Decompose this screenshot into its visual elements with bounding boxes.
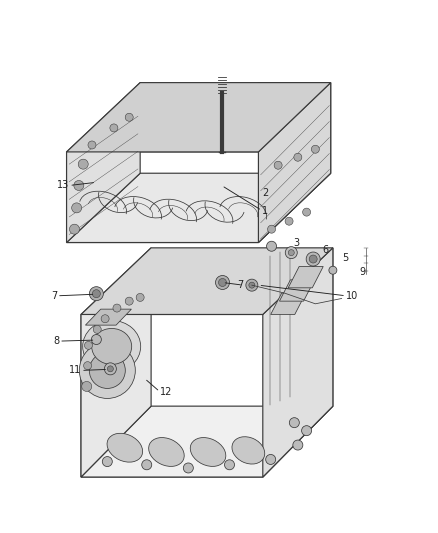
Text: 6: 6	[322, 245, 328, 255]
Polygon shape	[81, 248, 333, 477]
Circle shape	[267, 241, 276, 251]
Circle shape	[246, 279, 258, 291]
Circle shape	[70, 224, 79, 234]
Text: 12: 12	[160, 387, 172, 397]
Polygon shape	[288, 266, 323, 288]
Circle shape	[82, 382, 92, 391]
Circle shape	[303, 208, 311, 216]
Polygon shape	[67, 83, 331, 243]
Polygon shape	[263, 248, 333, 477]
Circle shape	[311, 145, 319, 154]
Polygon shape	[279, 280, 314, 301]
Polygon shape	[67, 173, 331, 243]
Circle shape	[113, 304, 121, 312]
Circle shape	[102, 457, 112, 466]
Circle shape	[215, 276, 230, 289]
Circle shape	[290, 418, 299, 427]
Text: 9: 9	[359, 267, 365, 277]
Circle shape	[72, 203, 81, 213]
Circle shape	[92, 289, 100, 298]
Circle shape	[74, 181, 84, 190]
Ellipse shape	[232, 437, 265, 464]
Circle shape	[89, 352, 125, 389]
Circle shape	[249, 282, 255, 288]
Circle shape	[85, 341, 92, 350]
Text: 5: 5	[343, 253, 349, 263]
Circle shape	[92, 335, 101, 344]
Circle shape	[288, 249, 294, 256]
Circle shape	[78, 159, 88, 169]
Ellipse shape	[148, 438, 184, 466]
Circle shape	[285, 247, 297, 259]
Circle shape	[268, 225, 276, 233]
Circle shape	[84, 361, 92, 370]
Text: 7: 7	[51, 291, 57, 301]
Circle shape	[125, 297, 133, 305]
Polygon shape	[85, 309, 131, 325]
Text: 1: 1	[262, 206, 268, 215]
Text: 13: 13	[57, 181, 69, 190]
Circle shape	[266, 455, 276, 464]
Polygon shape	[258, 83, 331, 243]
Circle shape	[136, 293, 144, 302]
Circle shape	[294, 153, 302, 161]
Text: 7: 7	[237, 280, 243, 290]
Circle shape	[293, 440, 303, 450]
Text: 8: 8	[53, 336, 59, 346]
Circle shape	[302, 426, 311, 435]
Text: 2: 2	[262, 188, 268, 198]
Circle shape	[125, 113, 133, 122]
Polygon shape	[271, 293, 306, 314]
Circle shape	[274, 161, 282, 169]
Circle shape	[104, 363, 117, 375]
Circle shape	[142, 460, 152, 470]
Circle shape	[110, 124, 118, 132]
Circle shape	[219, 278, 226, 287]
Circle shape	[184, 463, 193, 473]
Circle shape	[107, 366, 113, 372]
Ellipse shape	[92, 328, 132, 365]
Circle shape	[88, 141, 96, 149]
Circle shape	[309, 255, 317, 263]
Polygon shape	[67, 83, 140, 243]
Ellipse shape	[83, 320, 141, 373]
Polygon shape	[67, 83, 331, 152]
Circle shape	[285, 217, 293, 225]
Circle shape	[89, 287, 103, 301]
Polygon shape	[81, 248, 333, 314]
Circle shape	[306, 252, 320, 266]
Polygon shape	[81, 248, 151, 477]
Circle shape	[101, 314, 109, 323]
Text: 3: 3	[293, 238, 300, 247]
Ellipse shape	[190, 438, 226, 466]
Circle shape	[79, 342, 135, 399]
Circle shape	[329, 266, 337, 274]
Text: 10: 10	[346, 291, 358, 301]
Text: 11: 11	[69, 366, 81, 375]
Circle shape	[225, 460, 234, 470]
Ellipse shape	[107, 433, 143, 462]
Circle shape	[93, 325, 101, 334]
Polygon shape	[81, 406, 333, 477]
